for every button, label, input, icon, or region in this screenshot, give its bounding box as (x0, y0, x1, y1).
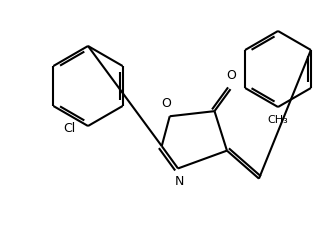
Text: N: N (174, 176, 184, 188)
Text: O: O (226, 69, 236, 82)
Text: CH₃: CH₃ (268, 115, 289, 125)
Text: O: O (161, 97, 171, 110)
Text: Cl: Cl (64, 121, 76, 135)
